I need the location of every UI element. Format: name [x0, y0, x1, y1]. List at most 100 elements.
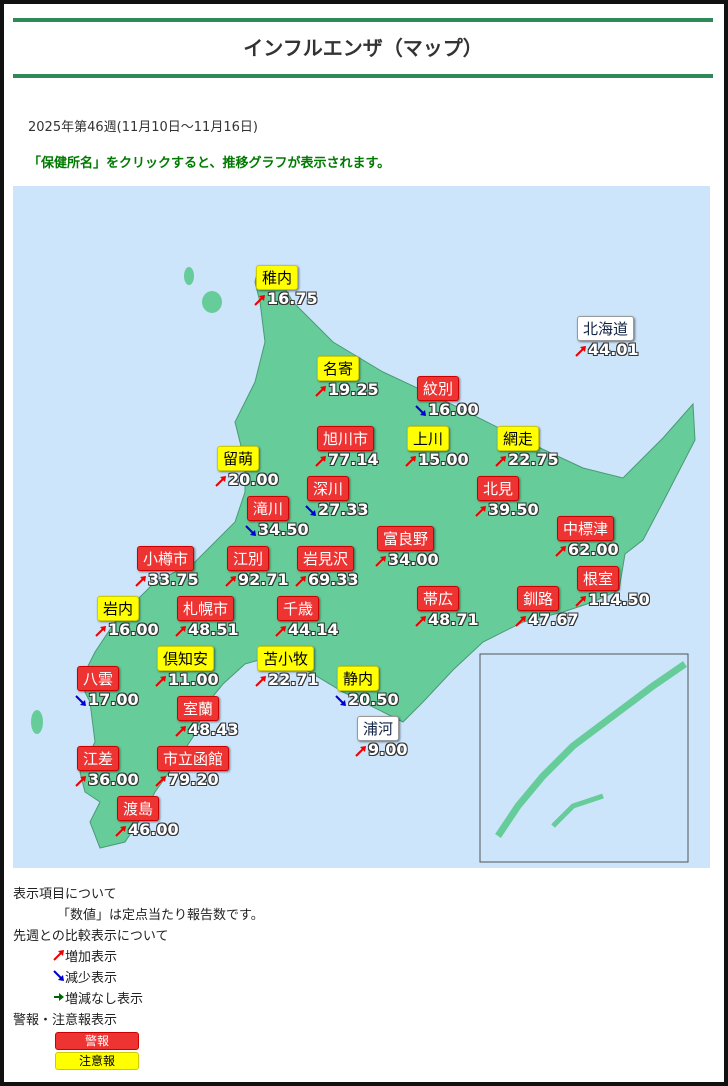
map: 稚内 16.75 北海道 44.01 名寄 19.25 紋別 16.00 旭川市 77.14 上川 1…: [13, 186, 710, 868]
islands-inset: [495, 661, 687, 838]
trend-arrow: [155, 675, 166, 687]
instruction: 「保健所名」をクリックすると、推移グラフが表示されます。: [28, 156, 391, 171]
legend-text: 「数値」は定点当たり報告数です。: [57, 908, 264, 923]
arrow-flat: [54, 993, 64, 1001]
region-name[interactable]: 旭川市: [317, 426, 375, 451]
trend-arrow: [255, 675, 266, 687]
region-name[interactable]: 渡島: [117, 796, 160, 821]
island: [202, 291, 222, 313]
region-name[interactable]: 根室: [577, 566, 620, 591]
legend-text: 増加表示: [65, 950, 118, 965]
legend-heading: 表示項目について: [13, 887, 117, 902]
legend: 表示項目について 「数値」は定点当たり報告数です。 先週との比較表示について 増…: [13, 884, 264, 1071]
region-value-row: 114.50: [575, 590, 650, 609]
island: [184, 267, 194, 285]
region-name[interactable]: 名寄: [317, 356, 360, 381]
region-value: 15.00: [418, 450, 469, 469]
region-name[interactable]: 中標津: [557, 516, 615, 541]
trend-arrow: [95, 625, 106, 637]
region-name[interactable]: 室蘭: [177, 696, 220, 721]
region-name[interactable]: 滝川: [247, 496, 290, 521]
trend-arrow: [295, 575, 306, 587]
region-value: 114.50: [588, 590, 650, 609]
region-value: 33.75: [148, 570, 199, 589]
region-name[interactable]: 江別: [227, 546, 270, 571]
region-value: 34.50: [258, 520, 309, 539]
region-value-row: 62.00: [555, 540, 619, 559]
region-value-row: 48.43: [175, 720, 239, 739]
region-value-row: 33.75: [135, 570, 199, 589]
trend-arrow: [115, 825, 126, 837]
region-name[interactable]: 北海道: [577, 316, 635, 341]
region-name[interactable]: 留萌: [217, 446, 260, 471]
region-value-row: 44.14: [275, 620, 339, 639]
trend-arrow: [155, 775, 166, 787]
trend-arrow: [375, 555, 386, 567]
region-value: 17.00: [88, 690, 139, 709]
region-value-row: 22.75: [495, 450, 559, 469]
region-value: 34.00: [388, 550, 439, 569]
region-value: 48.51: [188, 620, 239, 639]
islands-inset: [551, 793, 604, 828]
region-name[interactable]: 市立函館: [157, 746, 230, 771]
region-name[interactable]: 静内: [337, 666, 380, 691]
legend-heading: 先週との比較表示について: [13, 929, 169, 944]
region-name[interactable]: 苫小牧: [257, 646, 315, 671]
legend-text: 減少表示: [65, 971, 118, 986]
region-name[interactable]: 岩見沢: [297, 546, 355, 571]
region-name[interactable]: 帯広: [417, 586, 460, 611]
region-name[interactable]: 釧路: [517, 586, 560, 611]
trend-arrow: [75, 694, 86, 706]
island: [31, 710, 43, 734]
region-name[interactable]: 小樽市: [137, 546, 195, 571]
region-value-row: 16.75: [254, 289, 318, 308]
trend-arrow: [175, 725, 186, 737]
trend-arrow: [415, 615, 426, 627]
region-name[interactable]: 八雲: [77, 666, 120, 691]
region-name[interactable]: 網走: [497, 426, 540, 451]
region-value: 20.00: [228, 470, 279, 489]
map-shapes: [31, 265, 696, 863]
trend-arrow: [254, 294, 265, 306]
trend-arrow: [315, 385, 326, 397]
region-value-row: 19.25: [315, 380, 379, 399]
region-name[interactable]: 江差: [77, 746, 120, 771]
region-name[interactable]: 岩内: [97, 596, 140, 621]
region-name[interactable]: 千歳: [277, 596, 320, 621]
region-name[interactable]: 稚内: [256, 265, 299, 290]
region-value: 47.67: [528, 610, 579, 629]
legend-heading: 警報・注意報表示: [13, 1013, 118, 1028]
region-value: 16.00: [428, 400, 479, 419]
region-value-row: 77.14: [315, 450, 379, 469]
region-name[interactable]: 北見: [477, 476, 520, 501]
region-value: 11.00: [168, 670, 219, 689]
region-name[interactable]: 富良野: [377, 526, 435, 551]
hokkaido: [79, 265, 696, 849]
region-value-row: 79.20: [155, 770, 219, 789]
region-value-row: 46.00: [115, 820, 179, 839]
region-value-row: 47.67: [515, 610, 579, 629]
trend-arrow: [555, 545, 566, 557]
region-value: 16.75: [267, 289, 318, 308]
region-name[interactable]: 倶知安: [157, 646, 215, 671]
region-name[interactable]: 浦河: [357, 716, 400, 741]
region-value: 22.75: [508, 450, 559, 469]
region-name[interactable]: 札幌市: [177, 596, 235, 621]
region-value-row: 27.33: [305, 500, 369, 519]
region-name[interactable]: 紋別: [417, 376, 460, 401]
region-value-row: 15.00: [405, 450, 469, 469]
region-name[interactable]: 深川: [307, 476, 350, 501]
region-name[interactable]: 上川: [407, 426, 450, 451]
trend-arrow: [355, 745, 366, 757]
trend-arrow: [515, 615, 526, 627]
region-value-row: 44.01: [575, 340, 639, 359]
trend-arrow: [315, 455, 326, 467]
region-value: 48.71: [428, 610, 479, 629]
region-value-row: 69.33: [295, 570, 359, 589]
region-value-row: 48.51: [175, 620, 239, 639]
region-value: 39.50: [488, 500, 539, 519]
trend-arrow: [225, 575, 236, 587]
trend-arrow: [75, 775, 86, 787]
trend-arrow: [135, 575, 146, 587]
trend-arrow: [215, 475, 226, 487]
